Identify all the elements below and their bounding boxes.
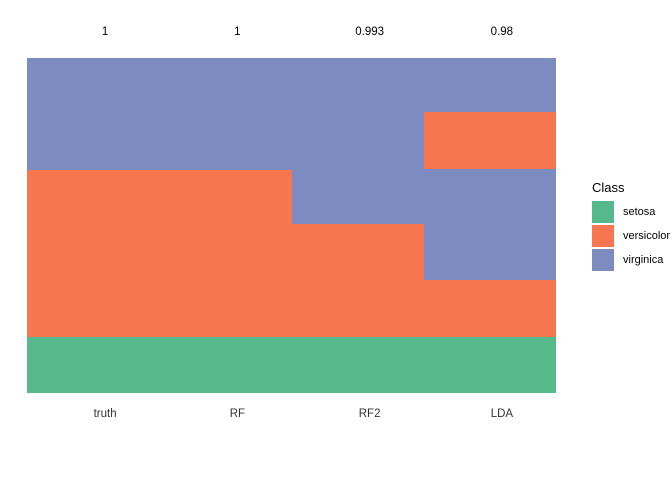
- score-rf: 1: [234, 26, 241, 38]
- legend-label-setosa: setosa: [623, 206, 656, 218]
- tile-setosa: [423, 337, 556, 393]
- legend-title: Class: [592, 180, 625, 195]
- tile-virginica: [27, 58, 160, 170]
- tile-virginica: [159, 58, 292, 170]
- score-truth: 1: [101, 26, 109, 38]
- column-lda: [423, 58, 556, 393]
- score-rf2: 0.993: [355, 26, 385, 38]
- tile-setosa: [27, 337, 160, 393]
- column-scores-row: 1 1 0.993 0.98: [39, 25, 568, 39]
- legend-swatch-setosa: [592, 201, 614, 223]
- tile-setosa: [159, 337, 292, 393]
- tile-versicolor: [291, 223, 424, 338]
- x-label-rf: RF: [229, 408, 246, 420]
- legend-swatch-versicolor: [592, 225, 614, 247]
- legend-item-setosa: setosa: [592, 201, 670, 223]
- legend-label-virginica: virginica: [623, 254, 664, 266]
- legend-swatch-virginica: [592, 249, 614, 271]
- tile-versicolor: [423, 112, 556, 170]
- tile-virginica: [423, 58, 556, 112]
- column-rf2: [291, 58, 424, 393]
- legend-item-versicolor: versicolor: [592, 225, 670, 247]
- legend-label-versicolor: versicolor: [623, 230, 671, 242]
- score-lda: 0.98: [490, 26, 514, 38]
- legend: Class setosa versicolor virginica: [592, 180, 670, 273]
- tile-virginica: [423, 169, 556, 280]
- tile-versicolor: [27, 169, 160, 338]
- x-axis-labels: truth RF RF2 LDA: [39, 407, 568, 421]
- x-label-rf2: RF2: [358, 408, 381, 420]
- column-rf: [159, 58, 292, 393]
- tile-setosa: [291, 337, 424, 393]
- tile-versicolor: [423, 280, 556, 338]
- legend-item-virginica: virginica: [592, 249, 670, 271]
- column-truth: [27, 58, 160, 393]
- x-label-lda: LDA: [490, 408, 514, 420]
- x-label-truth: truth: [93, 408, 117, 420]
- tile-virginica: [291, 58, 424, 224]
- plot-panel: [27, 58, 556, 393]
- tile-versicolor: [159, 169, 292, 338]
